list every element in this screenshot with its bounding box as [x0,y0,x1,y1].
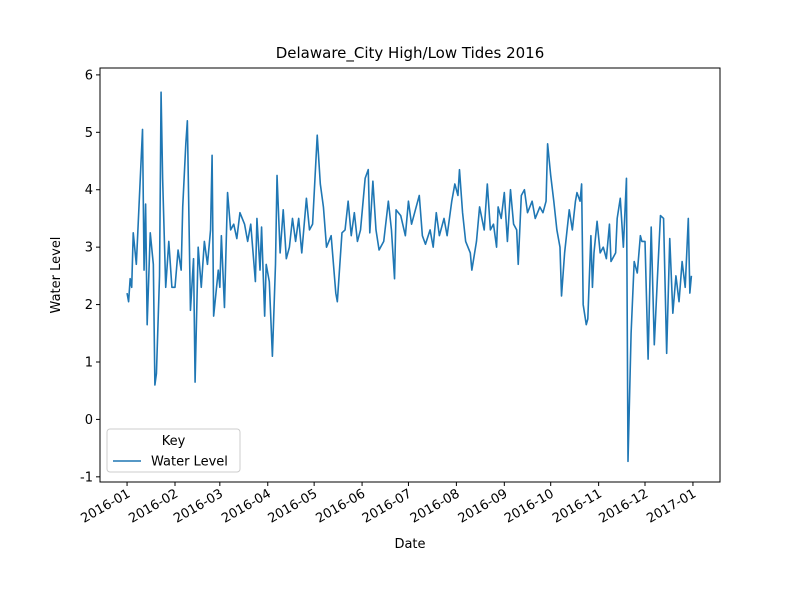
y-tick-label: 5 [85,126,93,141]
y-tick-label: 0 [85,413,93,428]
legend-label: Water Level [151,455,228,470]
y-tick-label: 4 [85,183,93,198]
x-axis-label: Date [394,537,425,552]
legend-title: Key [162,434,186,449]
y-tick-label: 1 [85,355,93,370]
y-tick-label: 6 [85,68,93,83]
y-tick-label: -1 [80,470,93,485]
y-axis-label: Water Level [49,237,64,314]
y-tick-label: 3 [85,241,93,256]
chart-title: Delaware_City High/Low Tides 2016 [276,44,545,63]
y-tick-label: 2 [85,298,93,313]
plot-frame [99,67,721,483]
data-line [126,91,693,463]
